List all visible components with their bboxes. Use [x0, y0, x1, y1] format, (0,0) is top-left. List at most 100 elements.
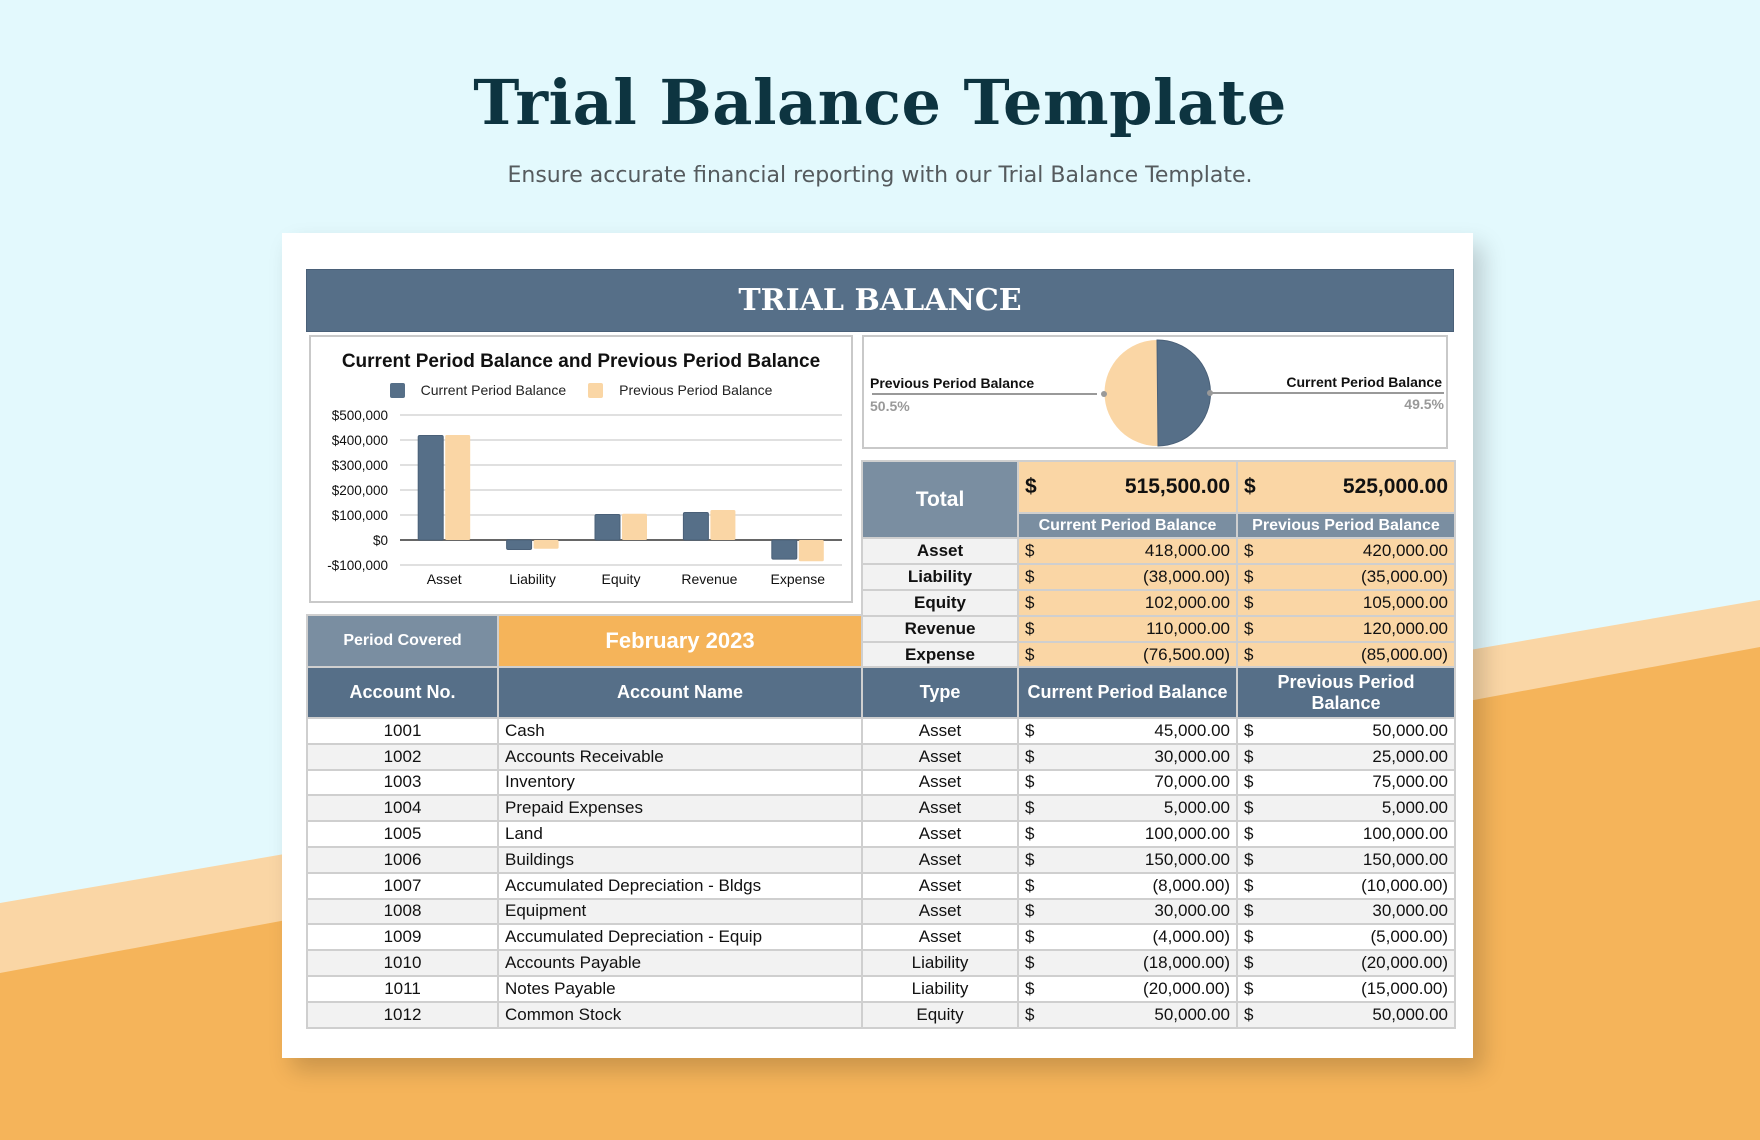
- account-no-cell[interactable]: 1012: [306, 1000, 499, 1029]
- account-no-cell[interactable]: 1009: [306, 923, 499, 952]
- bar[interactable]: [798, 540, 824, 562]
- type-cell[interactable]: Asset: [861, 768, 1019, 797]
- account-no-cell[interactable]: 1001: [306, 717, 499, 745]
- previous-balance-cell[interactable]: $ (5,000.00): [1235, 923, 1457, 952]
- current-balance-cell[interactable]: $ (4,000.00): [1017, 923, 1238, 952]
- previous-balance-cell[interactable]: $ (20,000.00): [1235, 949, 1457, 977]
- account-no-cell[interactable]: 1002: [306, 742, 499, 771]
- type-cell[interactable]: Equity: [861, 1000, 1019, 1029]
- account-name-cell[interactable]: Prepaid Expenses: [497, 794, 863, 823]
- bar[interactable]: [622, 513, 647, 540]
- current-balance-cell[interactable]: $45,000.00: [1017, 717, 1238, 745]
- current-balance-cell[interactable]: $ (8,000.00): [1017, 871, 1238, 900]
- type-cell[interactable]: Liability: [861, 949, 1019, 977]
- account-name-cell[interactable]: Accumulated Depreciation - Bldgs: [497, 871, 863, 900]
- bar[interactable]: [710, 510, 736, 540]
- x-tick-label: Revenue: [681, 571, 737, 587]
- account-name-cell[interactable]: Accumulated Depreciation - Equip: [497, 923, 863, 952]
- currency-symbol: $: [1244, 824, 1254, 844]
- type-cell[interactable]: Asset: [861, 871, 1019, 900]
- current-balance-cell[interactable]: $70,000.00: [1017, 768, 1238, 797]
- account-name-cell[interactable]: Buildings: [497, 845, 863, 874]
- type-cell[interactable]: Asset: [861, 794, 1019, 823]
- current-balance-value: 50,000.00: [1154, 1004, 1230, 1024]
- previous-balance-cell[interactable]: $100,000.00: [1235, 820, 1457, 848]
- current-balance-cell[interactable]: $ (20,000.00): [1017, 974, 1238, 1003]
- account-no-cell[interactable]: 1007: [306, 871, 499, 900]
- type-cell[interactable]: Asset: [861, 820, 1019, 848]
- account-no-cell[interactable]: 1010: [306, 949, 499, 977]
- current-balance-cell[interactable]: $ (18,000.00): [1017, 949, 1238, 977]
- bar-chart[interactable]: Current Period Balance and Previous Peri…: [309, 335, 853, 603]
- category-current-cell[interactable]: $110,000.00: [1017, 615, 1238, 643]
- bar-chart-plot: $500,000 $400,000 $300,000 $200,000 $100,000…: [327, 408, 842, 587]
- bar[interactable]: [771, 539, 798, 560]
- bar[interactable]: [682, 512, 709, 541]
- category-current-cell[interactable]: $102,000.00: [1017, 589, 1238, 617]
- y-tick-label: $300,000: [332, 458, 388, 473]
- currency-symbol: $: [1025, 619, 1035, 638]
- category-current-cell[interactable]: $ (38,000.00): [1017, 563, 1238, 591]
- current-balance-cell[interactable]: $50,000.00: [1017, 1000, 1238, 1029]
- category-previous-cell[interactable]: $105,000.00: [1236, 589, 1456, 617]
- current-balance-cell[interactable]: $30,000.00: [1017, 742, 1238, 771]
- previous-balance-cell[interactable]: $150,000.00: [1235, 845, 1457, 874]
- bar[interactable]: [506, 539, 533, 550]
- type-cell[interactable]: Liability: [861, 974, 1019, 1003]
- category-previous-cell[interactable]: $420,000.00: [1236, 537, 1456, 565]
- account-no-cell[interactable]: 1004: [306, 794, 499, 823]
- account-name-cell[interactable]: Inventory: [497, 768, 863, 797]
- previous-balance-cell[interactable]: $50,000.00: [1235, 1000, 1457, 1029]
- total-previous-cell[interactable]: $525,000.00: [1236, 460, 1456, 514]
- category-previous-cell[interactable]: $ (35,000.00): [1236, 563, 1456, 591]
- account-name-cell[interactable]: Accounts Payable: [497, 949, 863, 977]
- account-name-cell[interactable]: Accounts Receivable: [497, 742, 863, 771]
- previous-balance-cell[interactable]: $50,000.00: [1235, 717, 1457, 745]
- bar[interactable]: [533, 540, 559, 549]
- type-cell[interactable]: Asset: [861, 742, 1019, 771]
- category-previous-cell[interactable]: $ (85,000.00): [1236, 641, 1456, 669]
- bar[interactable]: [445, 435, 471, 540]
- category-current-cell[interactable]: $ (76,500.00): [1017, 641, 1238, 669]
- account-no-cell[interactable]: 1003: [306, 768, 499, 797]
- table-row: 1011 Notes Payable Liability $ (20,000.00) $ (…: [306, 974, 1457, 1003]
- account-name-cell[interactable]: Common Stock: [497, 1000, 863, 1029]
- type-cell[interactable]: Asset: [861, 897, 1019, 926]
- table-row: 1012 Common Stock Equity $50,000.00 $50,000.…: [306, 1000, 1457, 1029]
- category-current-cell[interactable]: $418,000.00: [1017, 537, 1238, 565]
- type-cell[interactable]: Asset: [861, 717, 1019, 745]
- account-name-cell[interactable]: Notes Payable: [497, 974, 863, 1003]
- bar[interactable]: [594, 514, 621, 541]
- currency-symbol: $: [1025, 746, 1035, 766]
- previous-balance-cell[interactable]: $25,000.00: [1235, 742, 1457, 771]
- current-balance-cell[interactable]: $5,000.00: [1017, 794, 1238, 823]
- total-current-cell[interactable]: $515,500.00: [1017, 460, 1238, 514]
- pie-chart[interactable]: Previous Period Balance 50.5% Current Pe…: [862, 335, 1448, 449]
- table-row: 1009 Accumulated Depreciation - Equip Asse…: [306, 923, 1457, 952]
- account-name-cell[interactable]: Land: [497, 820, 863, 848]
- current-balance-cell[interactable]: $100,000.00: [1017, 820, 1238, 848]
- previous-balance-cell[interactable]: $5,000.00: [1235, 794, 1457, 823]
- current-balance-value: 70,000.00: [1154, 772, 1230, 792]
- account-no-cell[interactable]: 1008: [306, 897, 499, 926]
- previous-balance-cell[interactable]: $ (15,000.00): [1235, 974, 1457, 1003]
- current-balance-value: (8,000.00): [1152, 875, 1231, 895]
- bar[interactable]: [417, 435, 444, 541]
- period-covered-value[interactable]: February 2023: [497, 614, 863, 668]
- account-no-cell[interactable]: 1006: [306, 845, 499, 874]
- table-row: 1010 Accounts Payable Liability $ (18,000.00…: [306, 949, 1457, 977]
- account-no-cell[interactable]: 1011: [306, 974, 499, 1003]
- current-balance-cell[interactable]: $150,000.00: [1017, 845, 1238, 874]
- summary-col-previous: Previous Period Balance: [1236, 512, 1456, 539]
- type-cell[interactable]: Asset: [861, 845, 1019, 874]
- previous-balance-cell[interactable]: $30,000.00: [1235, 897, 1457, 926]
- previous-balance-cell[interactable]: $75,000.00: [1235, 768, 1457, 797]
- current-balance-cell[interactable]: $30,000.00: [1017, 897, 1238, 926]
- category-previous-cell[interactable]: $120,000.00: [1236, 615, 1456, 643]
- account-name-cell[interactable]: Cash: [497, 717, 863, 745]
- account-no-cell[interactable]: 1005: [306, 820, 499, 848]
- type-cell[interactable]: Asset: [861, 923, 1019, 952]
- previous-balance-cell[interactable]: $ (10,000.00): [1235, 871, 1457, 900]
- account-name-cell[interactable]: Equipment: [497, 897, 863, 926]
- category-current-value: 418,000.00: [1144, 541, 1230, 560]
